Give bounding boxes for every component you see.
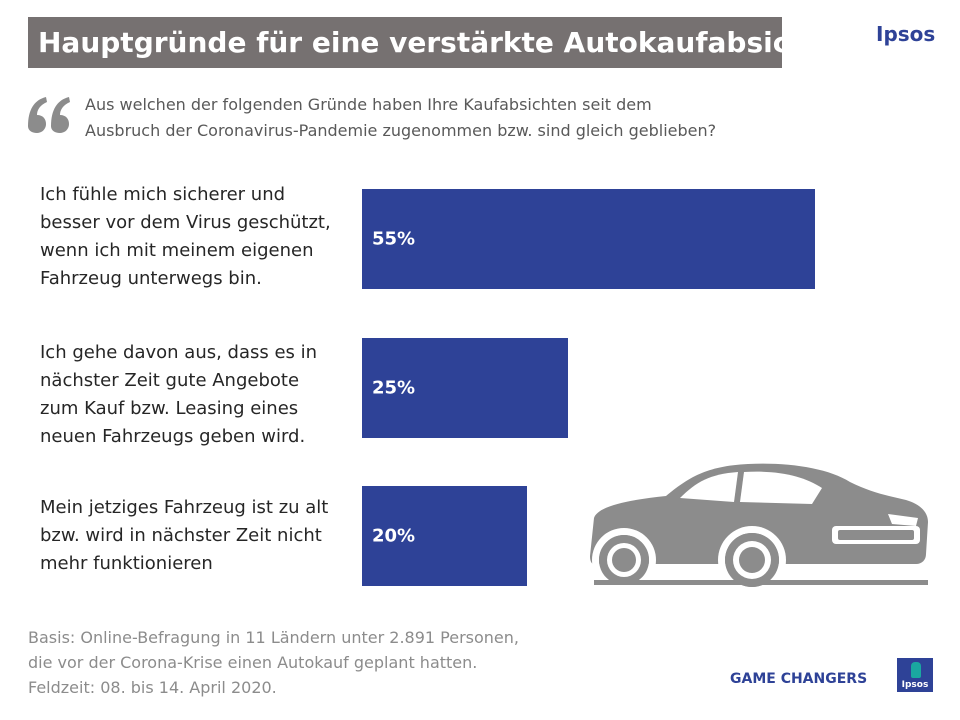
page-title: Hauptgründe für eine verstärkte Autokauf… [28,17,823,68]
bar-chart: Ich fühle mich sicherer und besser vor de… [40,181,815,586]
category-label-line: wenn ich mit meinem eigenen [40,240,314,261]
category-label-line: besser vor dem Virus geschützt, [40,212,331,233]
footer-logo-text: Ipsos [901,680,929,690]
bar-value-label: 55% [372,228,416,250]
survey-question: Aus welchen der folgenden Gründe haben I… [85,92,785,144]
bar-value-label: 25% [372,377,416,399]
category-label: Ich gehe davon aus, dass es in nächster Z… [40,339,350,451]
source-line: Basis: Online-Befragung in 11 Ländern un… [28,628,519,647]
category-label-line: Fahrzeug unterwegs bin. [40,268,262,289]
category-label: Ich fühle mich sicherer und besser vor de… [40,181,350,293]
question-line: Ausbruch der Coronavirus-Pandemie zugeno… [85,121,717,140]
car-icon [588,463,933,590]
category-label-line: mehr funktionieren [40,553,213,574]
category-label-line: Ich gehe davon aus, dass es in [40,342,318,363]
footer-logo: Ipsos [897,658,933,692]
source-line: Feldzeit: 08. bis 14. April 2020. [28,678,277,697]
bar-value-label: 20% [372,525,416,547]
bar: 20% [362,486,527,586]
bar: 25% [362,338,568,438]
category-label-line: zum Kauf bzw. Leasing eines [40,398,299,419]
category-label-line: nächster Zeit gute Angebote [40,370,300,391]
question-line: Aus welchen der folgenden Gründe haben I… [85,95,652,114]
category-label-line: bzw. wird in nächster Zeit nicht [40,525,322,546]
source-line: die vor der Corona-Krise einen Autokauf … [28,653,478,672]
bar: 55% [362,189,815,289]
category-label-line: Ich fühle mich sicherer und [40,184,286,205]
footer-tagline: GAME CHANGERS [730,671,868,687]
source-note: Basis: Online-Befragung in 11 Ländern un… [28,625,519,700]
category-label-line: neuen Fahrzeugs geben wird. [40,426,306,447]
quote-icon [28,97,70,133]
category-label-line: Mein jetziges Fahrzeug ist zu alt [40,497,329,518]
logo-mark-icon [911,662,921,678]
category-label: Mein jetziges Fahrzeug ist zu alt bzw. wi… [40,494,350,578]
brand-logo: Ipsos [876,22,936,46]
